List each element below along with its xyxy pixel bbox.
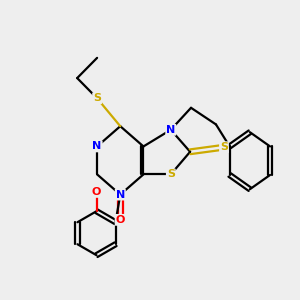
Text: O: O [116, 215, 125, 225]
Text: O: O [92, 187, 101, 197]
Text: N: N [116, 190, 125, 200]
Text: S: S [93, 93, 101, 103]
Text: S: S [167, 169, 175, 179]
Text: S: S [220, 142, 228, 152]
Text: N: N [92, 141, 102, 152]
Text: N: N [166, 125, 176, 135]
